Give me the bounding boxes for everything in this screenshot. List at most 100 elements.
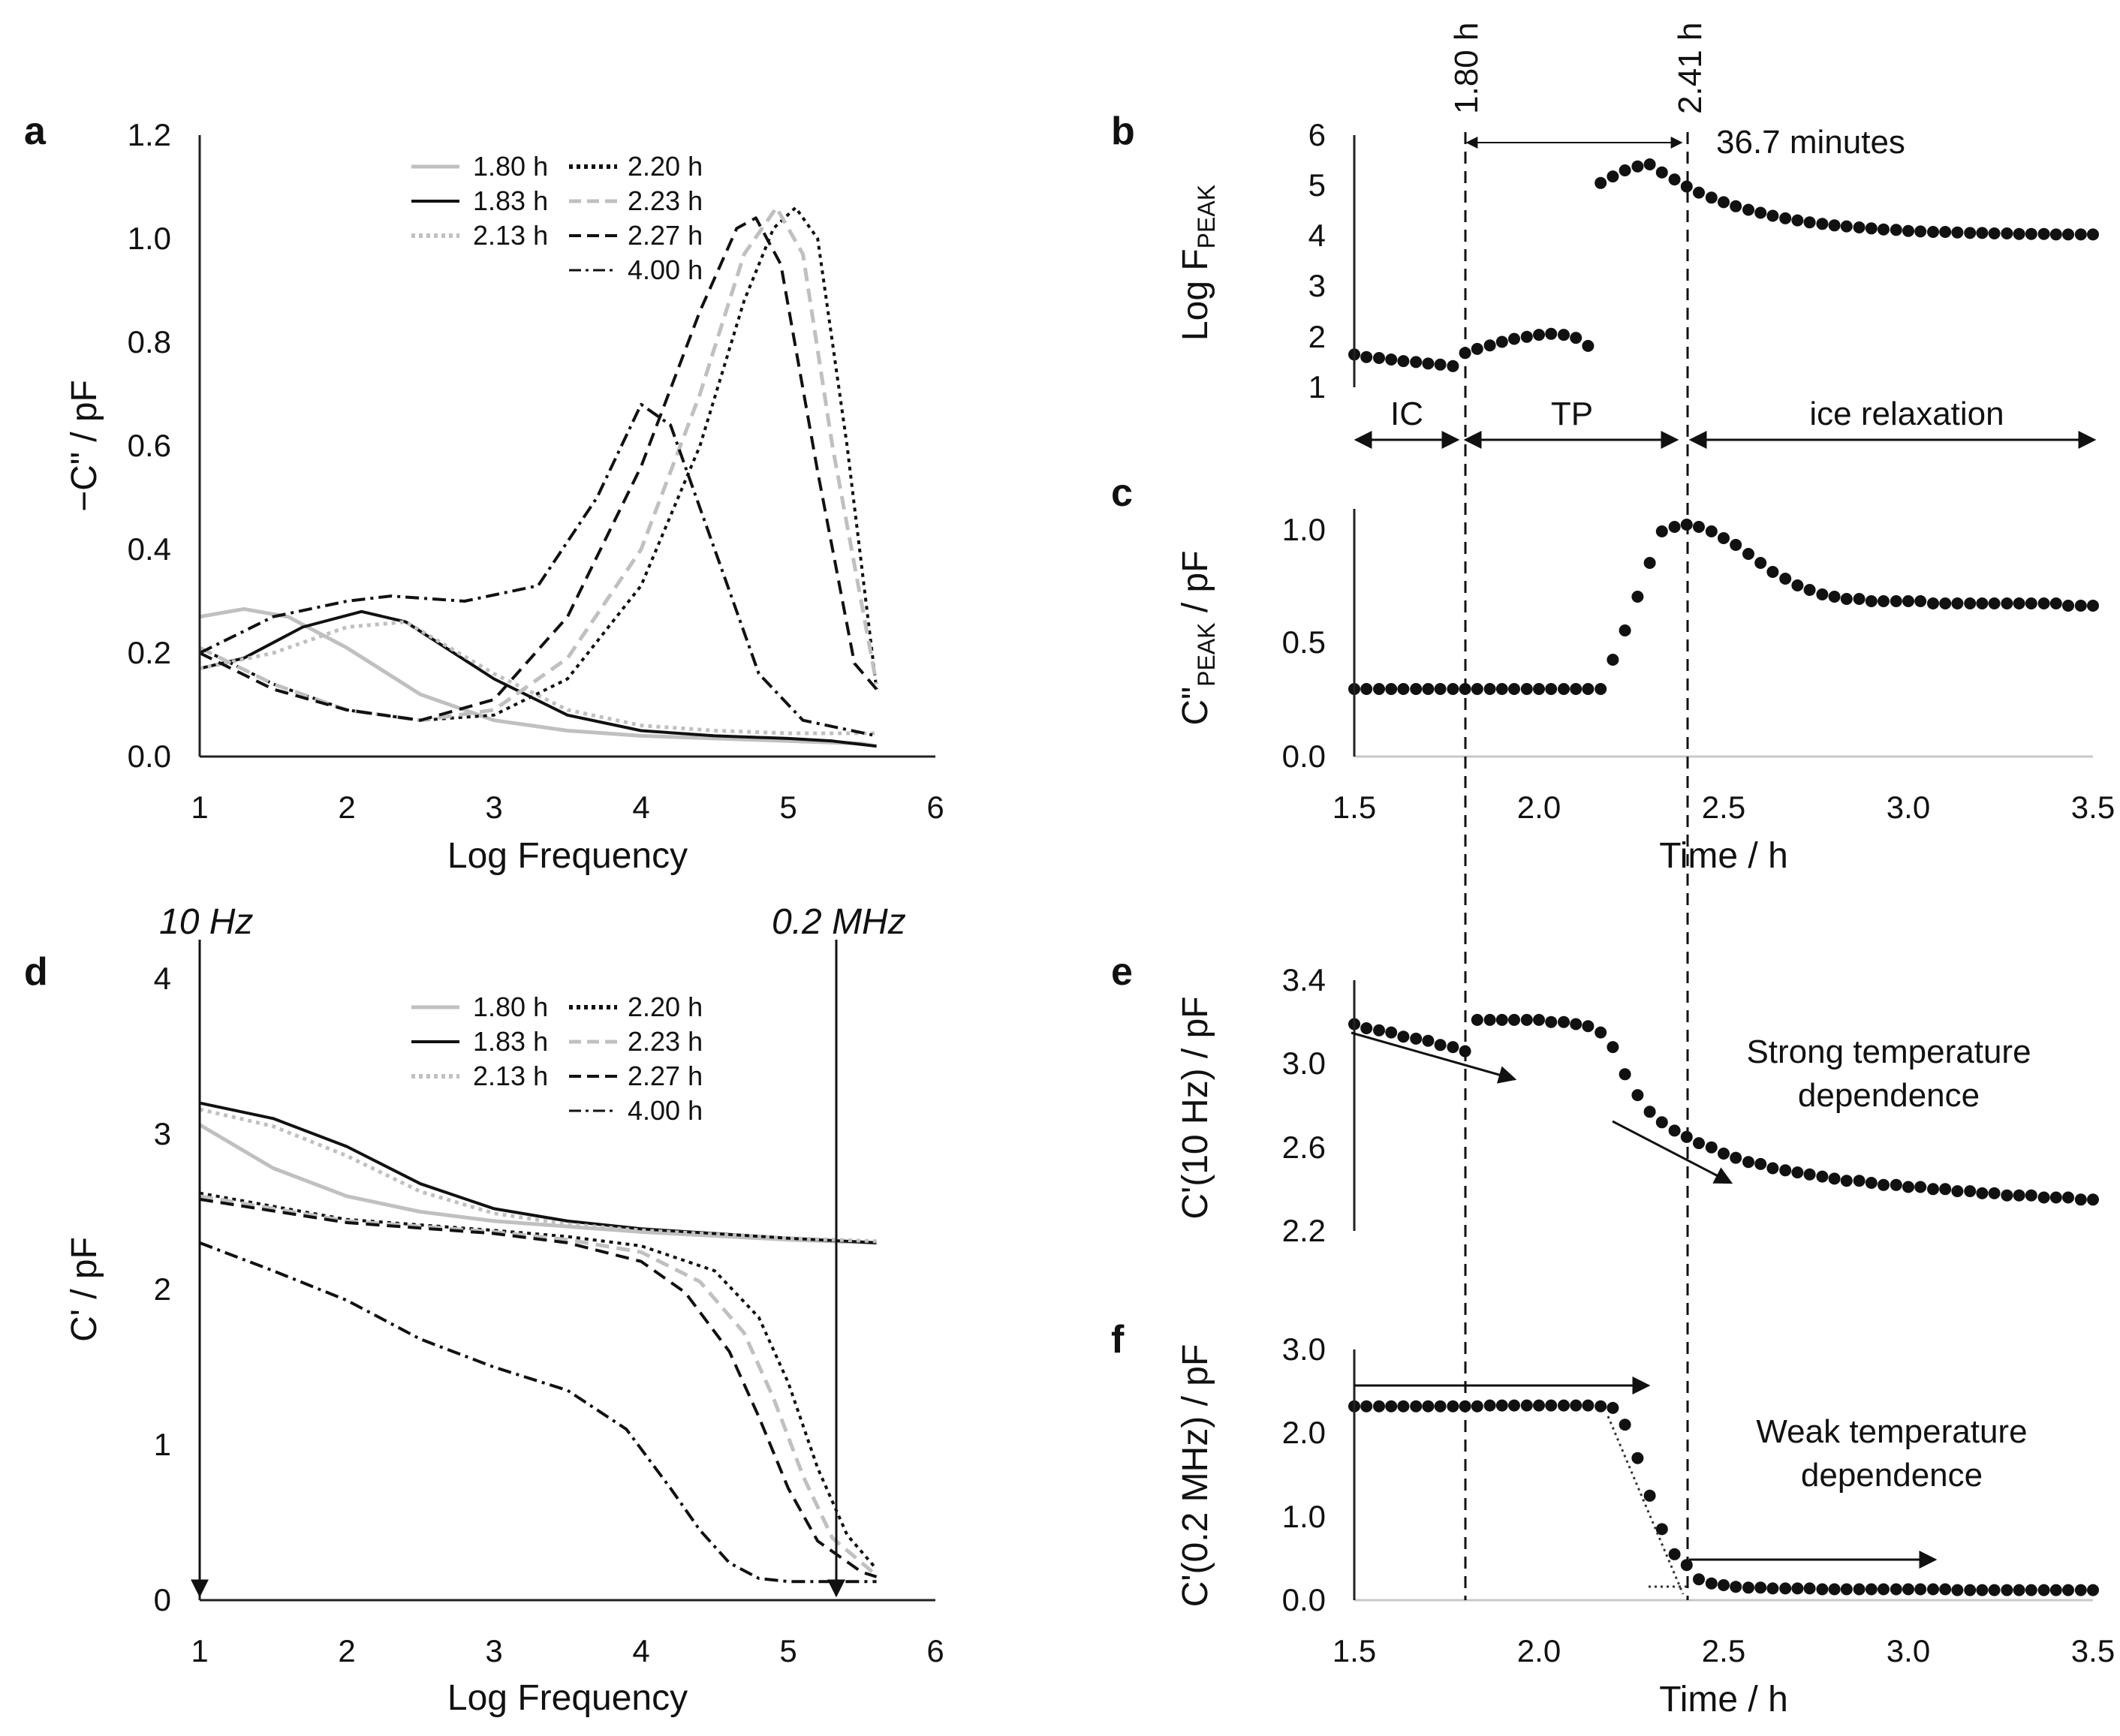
panel-d-y-ticks: 0 1 2 3 4 xyxy=(154,961,171,1617)
data-point xyxy=(1803,1168,1816,1181)
data-point xyxy=(1595,1400,1607,1413)
data-point xyxy=(1976,1187,1989,1199)
panel-b-y-label: Log FPEAK xyxy=(1176,185,1220,341)
legend-entry: 1.83 h xyxy=(473,1026,548,1057)
data-point xyxy=(1766,566,1779,578)
data-point xyxy=(1865,595,1878,607)
panel-f-annotation-2: dependence xyxy=(1801,1457,1983,1494)
y-tick-label: 5 xyxy=(1308,167,1326,203)
data-point xyxy=(1865,1177,1878,1189)
x-tick-label: 2.0 xyxy=(1517,790,1561,825)
data-point xyxy=(1619,624,1631,636)
data-point xyxy=(1655,525,1668,537)
data-point xyxy=(2013,1189,2025,1202)
data-point xyxy=(1360,1400,1373,1413)
data-point xyxy=(1447,1400,1459,1413)
x-tick-label: 3 xyxy=(485,790,502,825)
data-point xyxy=(1447,360,1459,372)
data-point xyxy=(1754,1581,1767,1594)
x-tick-label: 1 xyxy=(191,790,208,825)
data-point xyxy=(1816,1170,1829,1183)
data-point xyxy=(1766,1162,1779,1175)
series-line-400 xyxy=(199,402,878,738)
data-point xyxy=(1545,683,1558,695)
x-tick-label: 6 xyxy=(926,790,944,825)
data-point xyxy=(2037,1191,2050,1204)
data-point xyxy=(1483,1013,1496,1026)
x-tick-label: 5 xyxy=(779,790,797,825)
data-point xyxy=(1927,1583,1939,1596)
data-point xyxy=(1495,1399,1508,1412)
y-tick-label: 1.2 xyxy=(128,117,171,152)
y-tick-label: 2.6 xyxy=(1282,1130,1326,1165)
data-point xyxy=(2087,1193,2099,1206)
data-point xyxy=(1373,683,1385,695)
data-point xyxy=(2013,597,2025,609)
legend-entry: 1.80 h xyxy=(473,991,548,1022)
data-point xyxy=(1471,1013,1483,1026)
data-point xyxy=(1754,557,1767,569)
x-tick-label: 2 xyxy=(338,790,355,825)
panel-f-annotation-1: Weak temperature xyxy=(1756,1413,2027,1450)
data-point xyxy=(1853,1175,1866,1187)
guide-dotted-line xyxy=(1607,1416,1685,1595)
data-point xyxy=(1976,227,1989,239)
panel-c-y-label-tail: / pF xyxy=(1176,550,1215,622)
y-tick-label: 4 xyxy=(1308,218,1326,253)
panel-d-y-label: C' / pF xyxy=(65,1237,104,1342)
x-tick-label: 3.0 xyxy=(1887,790,1930,825)
data-point xyxy=(2087,600,2099,612)
data-point xyxy=(1878,1178,1890,1191)
panel-f-y-ticks: 0.0 1.0 2.0 3.0 xyxy=(1282,1331,1326,1617)
data-point xyxy=(1558,683,1570,695)
data-point xyxy=(1816,218,1829,230)
data-point xyxy=(1595,176,1607,189)
data-point xyxy=(1520,330,1533,343)
y-tick-label: 0 xyxy=(154,1582,171,1617)
data-point xyxy=(1803,216,1816,229)
data-point xyxy=(2025,1584,2037,1596)
panel-a-series xyxy=(198,206,879,748)
y-tick-label: 2 xyxy=(154,1271,171,1307)
data-point xyxy=(1373,352,1385,364)
panel-f-x-label: Time / h xyxy=(1659,1680,1788,1719)
y-tick-label: 0.4 xyxy=(128,531,171,567)
data-point xyxy=(1939,597,1952,609)
data-point xyxy=(1595,683,1607,695)
data-point xyxy=(1655,1523,1668,1536)
time-label-2-41h: 2.41 h xyxy=(1672,23,1709,114)
series-line-227 xyxy=(199,216,878,722)
data-point xyxy=(1397,355,1410,368)
panel-b-y-ticks: 1 2 3 4 5 6 xyxy=(1308,117,1326,405)
data-point xyxy=(1705,191,1718,204)
data-point xyxy=(1422,683,1435,695)
data-point xyxy=(1914,595,1927,607)
panel-c: c 1.5 2.0 2.5 3.0 3.5 0.0 0.5 1.0 Time /… xyxy=(1111,471,2115,876)
data-point xyxy=(1840,593,1853,605)
panel-d: d 1 2 3 4 5 6 0 1 2 3 4 Log Frequency C'… xyxy=(24,902,944,1718)
data-point xyxy=(1890,595,1902,607)
data-point xyxy=(1914,1583,1927,1596)
panel-a-y-ticks: 0.0 0.2 0.4 0.6 0.8 1.0 1.2 xyxy=(128,117,171,774)
data-point xyxy=(1619,164,1631,176)
data-point xyxy=(2001,227,2013,239)
panel-a-y-label: −C" / pF xyxy=(65,380,104,512)
data-point xyxy=(1360,683,1373,695)
series-line-213 xyxy=(199,620,877,736)
data-point xyxy=(2062,228,2074,241)
data-point xyxy=(1631,1452,1644,1464)
data-point xyxy=(1582,683,1595,695)
y-tick-label: 1.0 xyxy=(128,221,171,256)
data-point xyxy=(1693,1573,1705,1586)
data-point xyxy=(1914,225,1927,238)
series-line-223 xyxy=(199,1194,878,1577)
panel-a-x-label: Log Frequency xyxy=(447,836,688,876)
panel-b-y-label-sub: PEAK xyxy=(1193,185,1220,248)
y-tick-label: 0.0 xyxy=(128,739,171,774)
data-point xyxy=(1803,584,1816,596)
data-point xyxy=(2087,1584,2099,1596)
data-point xyxy=(1434,1039,1447,1052)
data-point xyxy=(1558,329,1570,341)
legend-entry: 2.20 h xyxy=(628,991,703,1022)
x-tick-label: 4 xyxy=(632,1633,649,1668)
